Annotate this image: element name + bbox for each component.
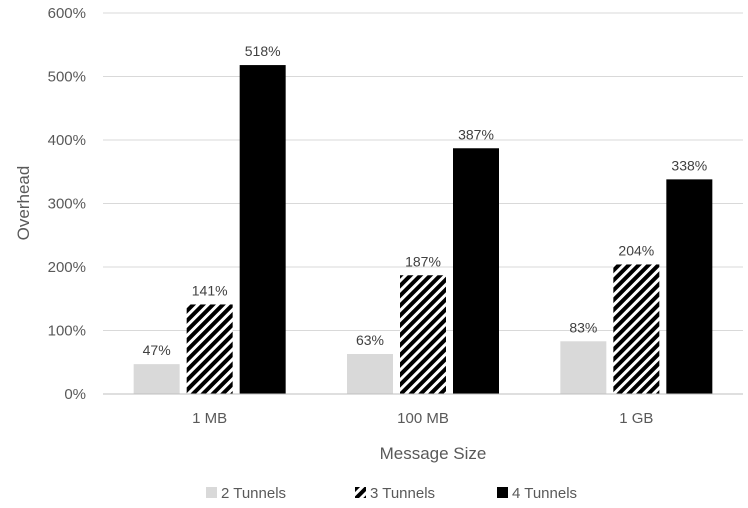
legend-swatch	[497, 487, 508, 498]
y-tick-label: 0%	[64, 386, 86, 403]
bar-2-tunnels	[133, 364, 180, 394]
x-tick-label: 1 GB	[619, 410, 653, 427]
y-tick-label: 400%	[48, 132, 86, 149]
bar-4-tunnels	[453, 148, 499, 394]
x-axis-title: Message Size	[380, 444, 487, 463]
bar-4-tunnels	[666, 179, 713, 394]
bar-2-tunnels	[347, 353, 393, 394]
bar-2-tunnels	[560, 341, 607, 394]
legend-swatch	[206, 487, 217, 498]
data-label: 141%	[192, 282, 228, 298]
y-axis-title: Overhead	[14, 166, 33, 241]
legend-label: 4 Tunnels	[512, 485, 577, 502]
data-labels: 47% 141% 518% 63% 187% 387% 83% 204% 338%	[143, 43, 708, 358]
bars	[133, 65, 713, 394]
data-label: 518%	[245, 43, 281, 59]
data-label: 204%	[618, 242, 654, 258]
y-tick-label: 300%	[48, 196, 86, 213]
bar-3-tunnels	[400, 275, 446, 394]
legend-label: 3 Tunnels	[370, 485, 435, 502]
bar-3-tunnels	[613, 264, 660, 394]
bar-3-tunnels	[186, 304, 233, 394]
x-tick-label: 1 MB	[192, 410, 227, 427]
y-axis-ticks: 0% 100% 200% 300% 400% 500% 600%	[48, 5, 86, 403]
data-label: 63%	[356, 332, 384, 348]
data-label: 338%	[671, 157, 707, 173]
data-label: 387%	[458, 126, 494, 142]
data-label: 83%	[569, 319, 597, 335]
x-tick-label: 100 MB	[397, 410, 449, 427]
y-tick-label: 200%	[48, 259, 86, 276]
legend-swatch	[355, 487, 366, 498]
y-tick-label: 100%	[48, 323, 86, 340]
x-axis-ticks: 1 MB 100 MB 1 GB	[192, 410, 653, 427]
y-tick-label: 600%	[48, 5, 86, 22]
y-tick-label: 500%	[48, 69, 86, 86]
data-label: 47%	[143, 342, 171, 358]
bar-4-tunnels	[239, 65, 286, 394]
legend-label: 2 Tunnels	[221, 485, 286, 502]
legend: 2 Tunnels 3 Tunnels 4 Tunnels	[206, 485, 577, 502]
data-label: 187%	[405, 253, 441, 269]
